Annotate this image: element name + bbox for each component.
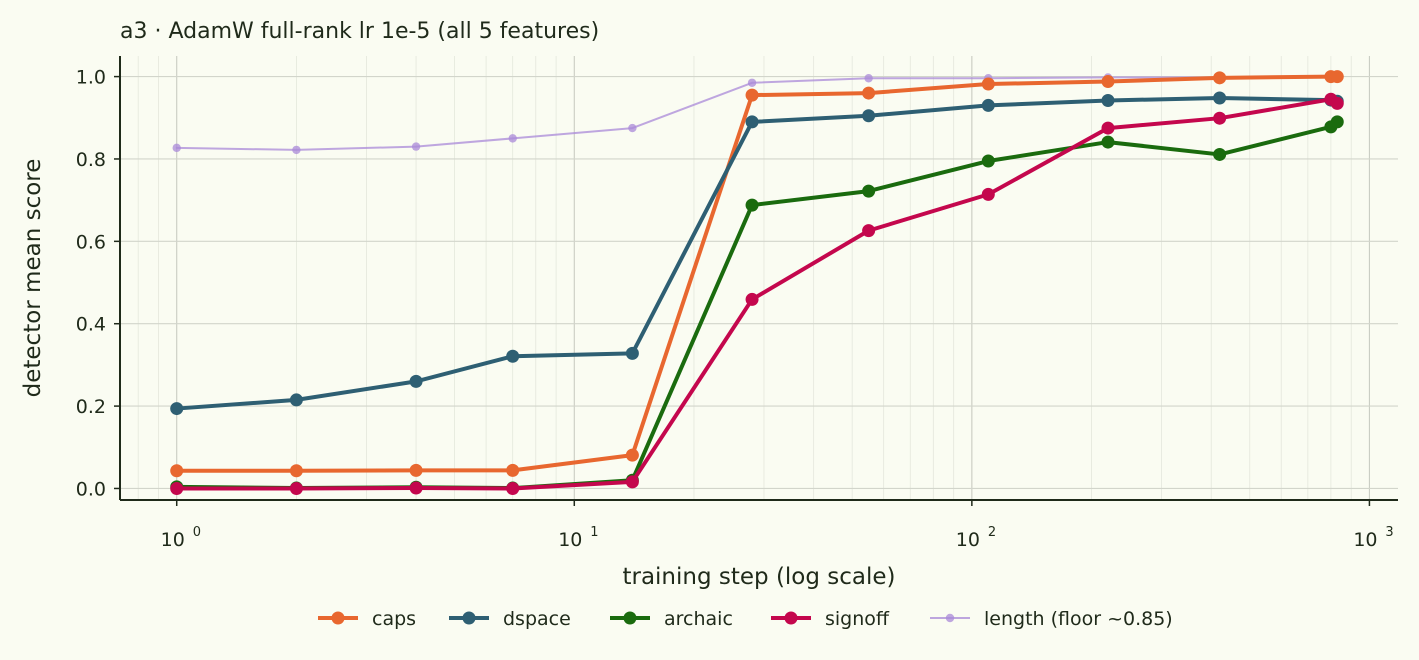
data-point — [506, 349, 520, 363]
y-axis-ticks: 0.0 0.2 0.4 0.6 0.8 1.0 — [76, 67, 120, 500]
data-point — [745, 198, 759, 212]
data-point — [862, 184, 876, 198]
x-tick-label: 10 — [956, 529, 980, 551]
y-tick-label: 1.0 — [76, 67, 106, 89]
data-point — [409, 463, 423, 477]
data-point — [1213, 111, 1227, 125]
x-tick-exponent: 0 — [193, 525, 201, 540]
data-point — [628, 123, 637, 133]
x-tick-exponent: 3 — [1385, 525, 1393, 540]
data-point — [1101, 93, 1115, 107]
series-signoff — [170, 92, 1344, 495]
y-tick-label: 0.0 — [76, 478, 106, 500]
data-point — [170, 464, 184, 478]
legend-marker — [784, 611, 798, 625]
x-tick-label: 10 — [161, 529, 185, 551]
data-point — [506, 463, 520, 477]
legend-label: archaic — [664, 608, 733, 630]
legend-marker — [945, 613, 955, 623]
data-point — [1101, 135, 1115, 149]
data-point — [172, 143, 181, 153]
data-point — [409, 374, 423, 388]
data-point — [981, 187, 995, 201]
data-point — [289, 393, 303, 407]
data-point — [745, 115, 759, 129]
legend-marker — [462, 611, 476, 625]
data-point — [170, 481, 184, 495]
data-point — [289, 481, 303, 495]
y-tick-label: 0.6 — [76, 231, 106, 253]
series-line — [175, 76, 1339, 151]
legend-label: signoff — [825, 608, 890, 630]
chart-title: a3 · AdamW full-rank lr 1e-5 (all 5 feat… — [120, 19, 599, 44]
x-axis-ticks: 10 0 10 1 10 2 10 3 — [161, 500, 1394, 551]
data-point — [1330, 96, 1344, 110]
series-layer — [170, 70, 1344, 495]
data-point — [981, 98, 995, 112]
legend-label: dspace — [503, 608, 571, 630]
series-line — [174, 119, 1340, 491]
series-dspace — [170, 91, 1344, 416]
series-line — [174, 97, 1340, 491]
legend-label: length (floor ~0.85) — [984, 608, 1173, 630]
x-tick-exponent: 2 — [988, 525, 996, 540]
data-point — [862, 86, 876, 100]
data-point — [1101, 75, 1115, 89]
data-point — [1101, 121, 1115, 135]
data-point — [981, 77, 995, 91]
legend-entry: signoff — [771, 608, 890, 630]
data-point — [1330, 115, 1344, 129]
y-tick-label: 0.8 — [76, 149, 106, 171]
data-point — [862, 224, 876, 238]
series-line — [174, 74, 1340, 473]
data-point — [745, 88, 759, 102]
legend-entry: archaic — [610, 608, 733, 630]
legend: caps dspace archaic signoff length (floor ~0… — [318, 608, 1173, 630]
data-point — [625, 475, 639, 489]
legend-marker — [623, 611, 637, 625]
data-point — [1213, 147, 1227, 161]
data-point — [864, 74, 873, 83]
legend-label: caps — [372, 608, 416, 630]
x-tick-exponent: 1 — [590, 525, 598, 540]
legend-entry: dspace — [449, 608, 571, 630]
data-point — [508, 134, 517, 143]
series-length — [172, 72, 1342, 155]
legend-entry: caps — [318, 608, 416, 630]
x-tick-label: 10 — [1353, 529, 1377, 551]
data-point — [289, 464, 303, 478]
y-axis-label: detector mean score — [20, 159, 46, 398]
data-point — [506, 481, 520, 495]
data-point — [1213, 71, 1227, 85]
legend-entry: length (floor ~0.85) — [930, 608, 1173, 630]
data-point — [747, 78, 757, 87]
data-point — [862, 109, 876, 123]
data-point — [745, 292, 759, 306]
data-point — [292, 145, 301, 155]
data-point — [625, 346, 639, 360]
series-archaic — [170, 115, 1344, 495]
data-point — [1330, 70, 1344, 84]
data-point — [625, 448, 639, 462]
data-point — [170, 402, 184, 416]
y-tick-label: 0.4 — [76, 314, 106, 336]
x-axis-label: training step (log scale) — [622, 564, 895, 590]
series-line — [174, 96, 1340, 411]
data-point — [1213, 91, 1227, 105]
x-tick-label: 10 — [558, 529, 582, 551]
data-point — [409, 481, 423, 495]
legend-marker — [331, 611, 345, 625]
data-point — [411, 142, 421, 151]
data-point — [981, 154, 995, 168]
y-tick-label: 0.2 — [76, 396, 106, 418]
series-caps — [170, 70, 1344, 478]
